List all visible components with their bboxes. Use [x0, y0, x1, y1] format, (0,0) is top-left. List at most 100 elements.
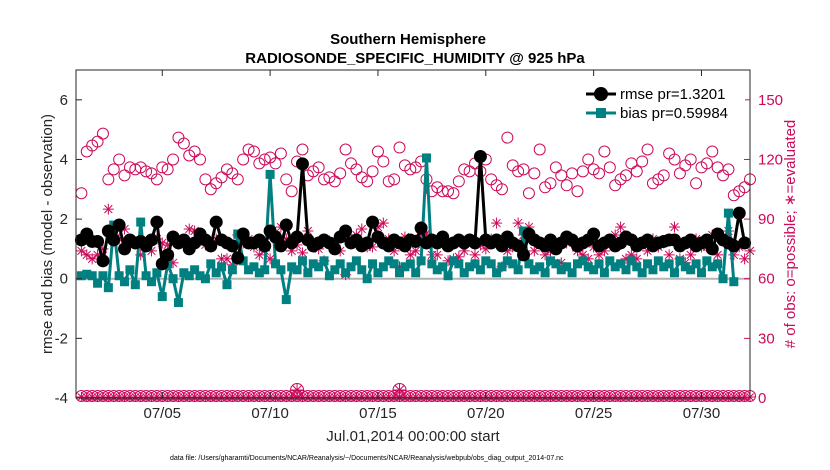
- rmse-point: [274, 239, 288, 253]
- bias-point: [723, 208, 733, 218]
- x-axis: 07/05 07/10 07/15 07/20 07/25 07/30: [143, 70, 720, 422]
- obs-evaluated-point-stroke: [379, 218, 388, 228]
- bias-point: [179, 268, 189, 278]
- obs-possible-point: [700, 157, 713, 170]
- obs-possible-point: [247, 145, 260, 158]
- bias-point: [713, 259, 723, 269]
- bias-point: [605, 256, 615, 266]
- y-tick-label: -2: [55, 330, 68, 347]
- bias-point: [524, 259, 534, 269]
- bias-point: [648, 265, 658, 275]
- bias-point: [357, 265, 367, 275]
- obs-possible-point: [366, 165, 379, 178]
- rmse-point: [339, 224, 353, 238]
- data-file-footnote: data file: /Users/gharamti/Documents/NCA…: [170, 455, 564, 462]
- obs-possible-point: [361, 175, 374, 188]
- obs-possible-point: [177, 137, 190, 150]
- obs-evaluated-point-stroke: [357, 224, 367, 234]
- obs-evaluated-point: [183, 223, 195, 235]
- obs-possible-point: [722, 163, 735, 176]
- y-tick-label: -4: [55, 390, 68, 407]
- legend-bias-marker: [596, 108, 606, 118]
- bias-point: [729, 277, 739, 287]
- x-axis-label: Jul.01,2014 00:00:00 start: [326, 428, 500, 445]
- obs-possible-point: [258, 153, 271, 166]
- bias-point: [616, 259, 626, 269]
- bias-point: [508, 259, 518, 269]
- obs-possible-point: [522, 187, 535, 200]
- obs-evaluated-point: [431, 249, 443, 261]
- obs-evaluated-point-stroke: [686, 250, 695, 260]
- x-tick-label: 07/15: [359, 405, 397, 422]
- obs-evaluated-point: [491, 217, 503, 229]
- obs-evaluated-point: [469, 249, 481, 261]
- rmse-point: [517, 248, 531, 262]
- bias-point: [465, 262, 475, 272]
- bias-point: [244, 265, 254, 275]
- bias-point: [643, 259, 653, 269]
- bottom-obs-layer: [75, 383, 756, 403]
- legend-rmse-label: rmse pr=1.3201: [620, 86, 725, 103]
- obs-evaluated-point-stroke: [147, 246, 156, 256]
- bias-point: [610, 262, 620, 272]
- rmse-point: [727, 239, 741, 253]
- obs-possible-point: [458, 163, 471, 176]
- obs-evaluated-point-stroke: [411, 246, 420, 256]
- bias-point: [211, 268, 221, 278]
- bias-point: [421, 153, 431, 163]
- bias-point: [416, 256, 426, 266]
- obs-evaluated-point-stroke: [492, 218, 501, 228]
- rmse-point: [231, 251, 245, 265]
- bias-point: [572, 259, 582, 269]
- obs-possible-point: [296, 143, 309, 156]
- bias-point: [200, 274, 210, 284]
- bias-point: [621, 265, 631, 275]
- obs-evaluated-point-stroke: [740, 254, 749, 264]
- x-tick-label: 07/20: [467, 405, 505, 422]
- bias-point: [114, 271, 124, 281]
- bias-point: [599, 268, 609, 278]
- bias-point: [389, 259, 399, 269]
- legend-rmse-marker: [594, 87, 608, 101]
- bias-point: [637, 268, 647, 278]
- bias-point: [168, 274, 178, 284]
- obs-evaluated-point: [102, 203, 114, 215]
- rmse-point: [107, 233, 121, 247]
- obs-evaluated-point-stroke: [184, 224, 194, 234]
- bias-point: [502, 256, 512, 266]
- bias-point: [411, 268, 421, 278]
- obs-possible-point: [393, 141, 406, 154]
- obs-possible-point: [96, 127, 109, 140]
- y2-tick-label: 30: [758, 330, 775, 347]
- obs-evaluated-point: [356, 223, 368, 235]
- obs-possible-point: [102, 173, 115, 186]
- bias-point: [556, 265, 566, 275]
- bias-point: [276, 265, 286, 275]
- rmse-point: [705, 242, 719, 256]
- obs-possible-point: [668, 153, 681, 166]
- obs-evaluated-point-stroke: [713, 250, 722, 260]
- obs-evaluated-point: [669, 221, 681, 233]
- obs-possible-point: [199, 173, 212, 186]
- obs-possible-point: [242, 143, 255, 156]
- obs-evaluated-point-stroke: [104, 204, 113, 214]
- obs-possible-point: [512, 165, 525, 178]
- y2-tick-label: 150: [758, 92, 783, 109]
- y-axis-right: 0 30 60 90 120 150: [744, 92, 783, 407]
- bias-point: [492, 268, 502, 278]
- obs-evaluated-zero-point-large-stroke: [394, 385, 405, 395]
- x-tick-label: 07/05: [143, 405, 181, 422]
- obs-evaluated-point-stroke: [298, 248, 307, 258]
- bias-point: [292, 265, 302, 275]
- bias-point: [578, 256, 588, 266]
- bias-point: [459, 268, 469, 278]
- bias-point: [691, 259, 701, 269]
- bias-point: [675, 256, 685, 266]
- obs-evaluated-point-stroke: [670, 222, 679, 232]
- bias-point: [87, 271, 97, 281]
- rmse-point: [150, 215, 164, 229]
- obs-evaluated-point-stroke: [664, 250, 674, 260]
- bias-point: [260, 265, 270, 275]
- bias-point: [718, 274, 728, 284]
